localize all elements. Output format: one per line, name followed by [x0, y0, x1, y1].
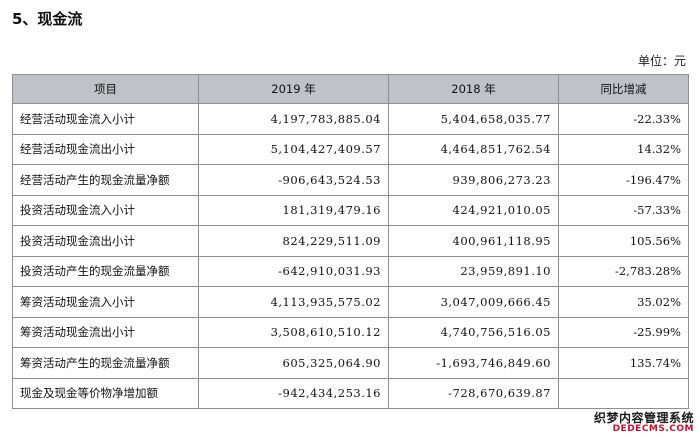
yoy-change: -57.33%	[558, 194, 689, 226]
header-2018: 2018 年	[388, 74, 559, 104]
value-2019: 181,319,479.16	[198, 194, 389, 226]
cash-flow-table: 项目 2019 年 2018 年 同比增减 经营活动现金流入小计 4,197,78…	[12, 74, 689, 409]
row-label: 筹资活动现金流出小计	[12, 316, 199, 348]
yoy-change: -25.99%	[558, 316, 689, 348]
table-row: 现金及现金等价物净增加额 -942,434,253.16 -728,670,639.…	[12, 377, 689, 409]
table-body: 经营活动现金流入小计 4,197,783,885.04 5,404,658,035.…	[12, 103, 689, 409]
row-label: 投资活动现金流出小计	[12, 225, 199, 257]
yoy-change: -2,783.28%	[558, 255, 689, 287]
value-2019: 3,508,610,510.12	[198, 316, 389, 348]
yoy-change: 14.32%	[558, 133, 689, 165]
value-2018: 424,921,010.05	[388, 194, 559, 226]
row-label: 筹资活动产生的现金流量净额	[12, 347, 199, 379]
yoy-change: 35.02%	[558, 286, 689, 318]
value-2018: 939,806,273.23	[388, 164, 559, 196]
row-label: 筹资活动现金流入小计	[12, 286, 199, 318]
value-2019: 824,229,511.09	[198, 225, 389, 257]
table-row: 筹资活动现金流入小计 4,113,935,575.02 3,047,009,666.…	[12, 286, 689, 318]
value-2018: -728,670,639.87	[388, 377, 559, 409]
yoy-change: -22.33%	[558, 103, 689, 135]
watermark-logo: 织梦内容管理系统 DEDECMS.COM	[594, 412, 694, 434]
value-2019: -642,910,031.93	[198, 255, 389, 287]
table-row: 经营活动现金流出小计 5,104,427,409.57 4,464,851,762.…	[12, 133, 689, 165]
value-2019: 4,113,935,575.02	[198, 286, 389, 318]
yoy-change: -196.47%	[558, 164, 689, 196]
unit-label: 单位：元	[637, 54, 686, 68]
row-label: 投资活动现金流入小计	[12, 194, 199, 226]
value-2019: 605,325,064.90	[198, 347, 389, 379]
section-title: 5、现金流	[12, 10, 83, 28]
table-row: 经营活动产生的现金流量净额 -906,643,524.53 939,806,273.…	[12, 164, 689, 196]
row-label: 投资活动产生的现金流量净额	[12, 255, 199, 287]
watermark-text: 织梦内容管理系统	[593, 410, 694, 425]
value-2018: 5,404,658,035.77	[388, 103, 559, 135]
row-label: 经营活动现金流入小计	[12, 103, 199, 135]
value-2018: 3,047,009,666.45	[388, 286, 559, 318]
value-2018: 4,464,851,762.54	[388, 133, 559, 165]
row-label: 经营活动现金流出小计	[12, 133, 199, 165]
value-2019: 5,104,427,409.57	[198, 133, 389, 165]
value-2018: 4,740,756,516.05	[388, 316, 559, 348]
yoy-change: 135.74%	[558, 347, 689, 379]
yoy-change	[558, 377, 689, 409]
header-2019: 2019 年	[198, 74, 389, 104]
header-item: 项目	[12, 74, 199, 104]
row-label: 现金及现金等价物净增加额	[12, 377, 199, 409]
value-2018: -1,693,746,849.60	[388, 347, 559, 379]
table-row: 筹资活动产生的现金流量净额 605,325,064.90 -1,693,746,84…	[12, 347, 689, 379]
table-header-row: 项目 2019 年 2018 年 同比增减	[12, 74, 689, 104]
watermark-domain: DEDECMS.COM	[612, 423, 694, 434]
header-yoy-change: 同比增减	[558, 74, 689, 104]
table-row: 投资活动产生的现金流量净额 -642,910,031.93 23,959,891.1…	[12, 255, 689, 287]
table-row: 经营活动现金流入小计 4,197,783,885.04 5,404,658,035.…	[12, 103, 689, 135]
value-2019: 4,197,783,885.04	[198, 103, 389, 135]
value-2018: 400,961,118.95	[388, 225, 559, 257]
row-label: 经营活动产生的现金流量净额	[12, 164, 199, 196]
table-row: 投资活动现金流出小计 824,229,511.09 400,961,118.95 10…	[12, 225, 689, 257]
value-2019: -906,643,524.53	[198, 164, 389, 196]
table-row: 筹资活动现金流出小计 3,508,610,510.12 4,740,756,516.…	[12, 316, 689, 348]
table-row: 投资活动现金流入小计 181,319,479.16 424,921,010.05 -5…	[12, 194, 689, 226]
yoy-change: 105.56%	[558, 225, 689, 257]
value-2018: 23,959,891.10	[388, 255, 559, 287]
value-2019: -942,434,253.16	[198, 377, 389, 409]
